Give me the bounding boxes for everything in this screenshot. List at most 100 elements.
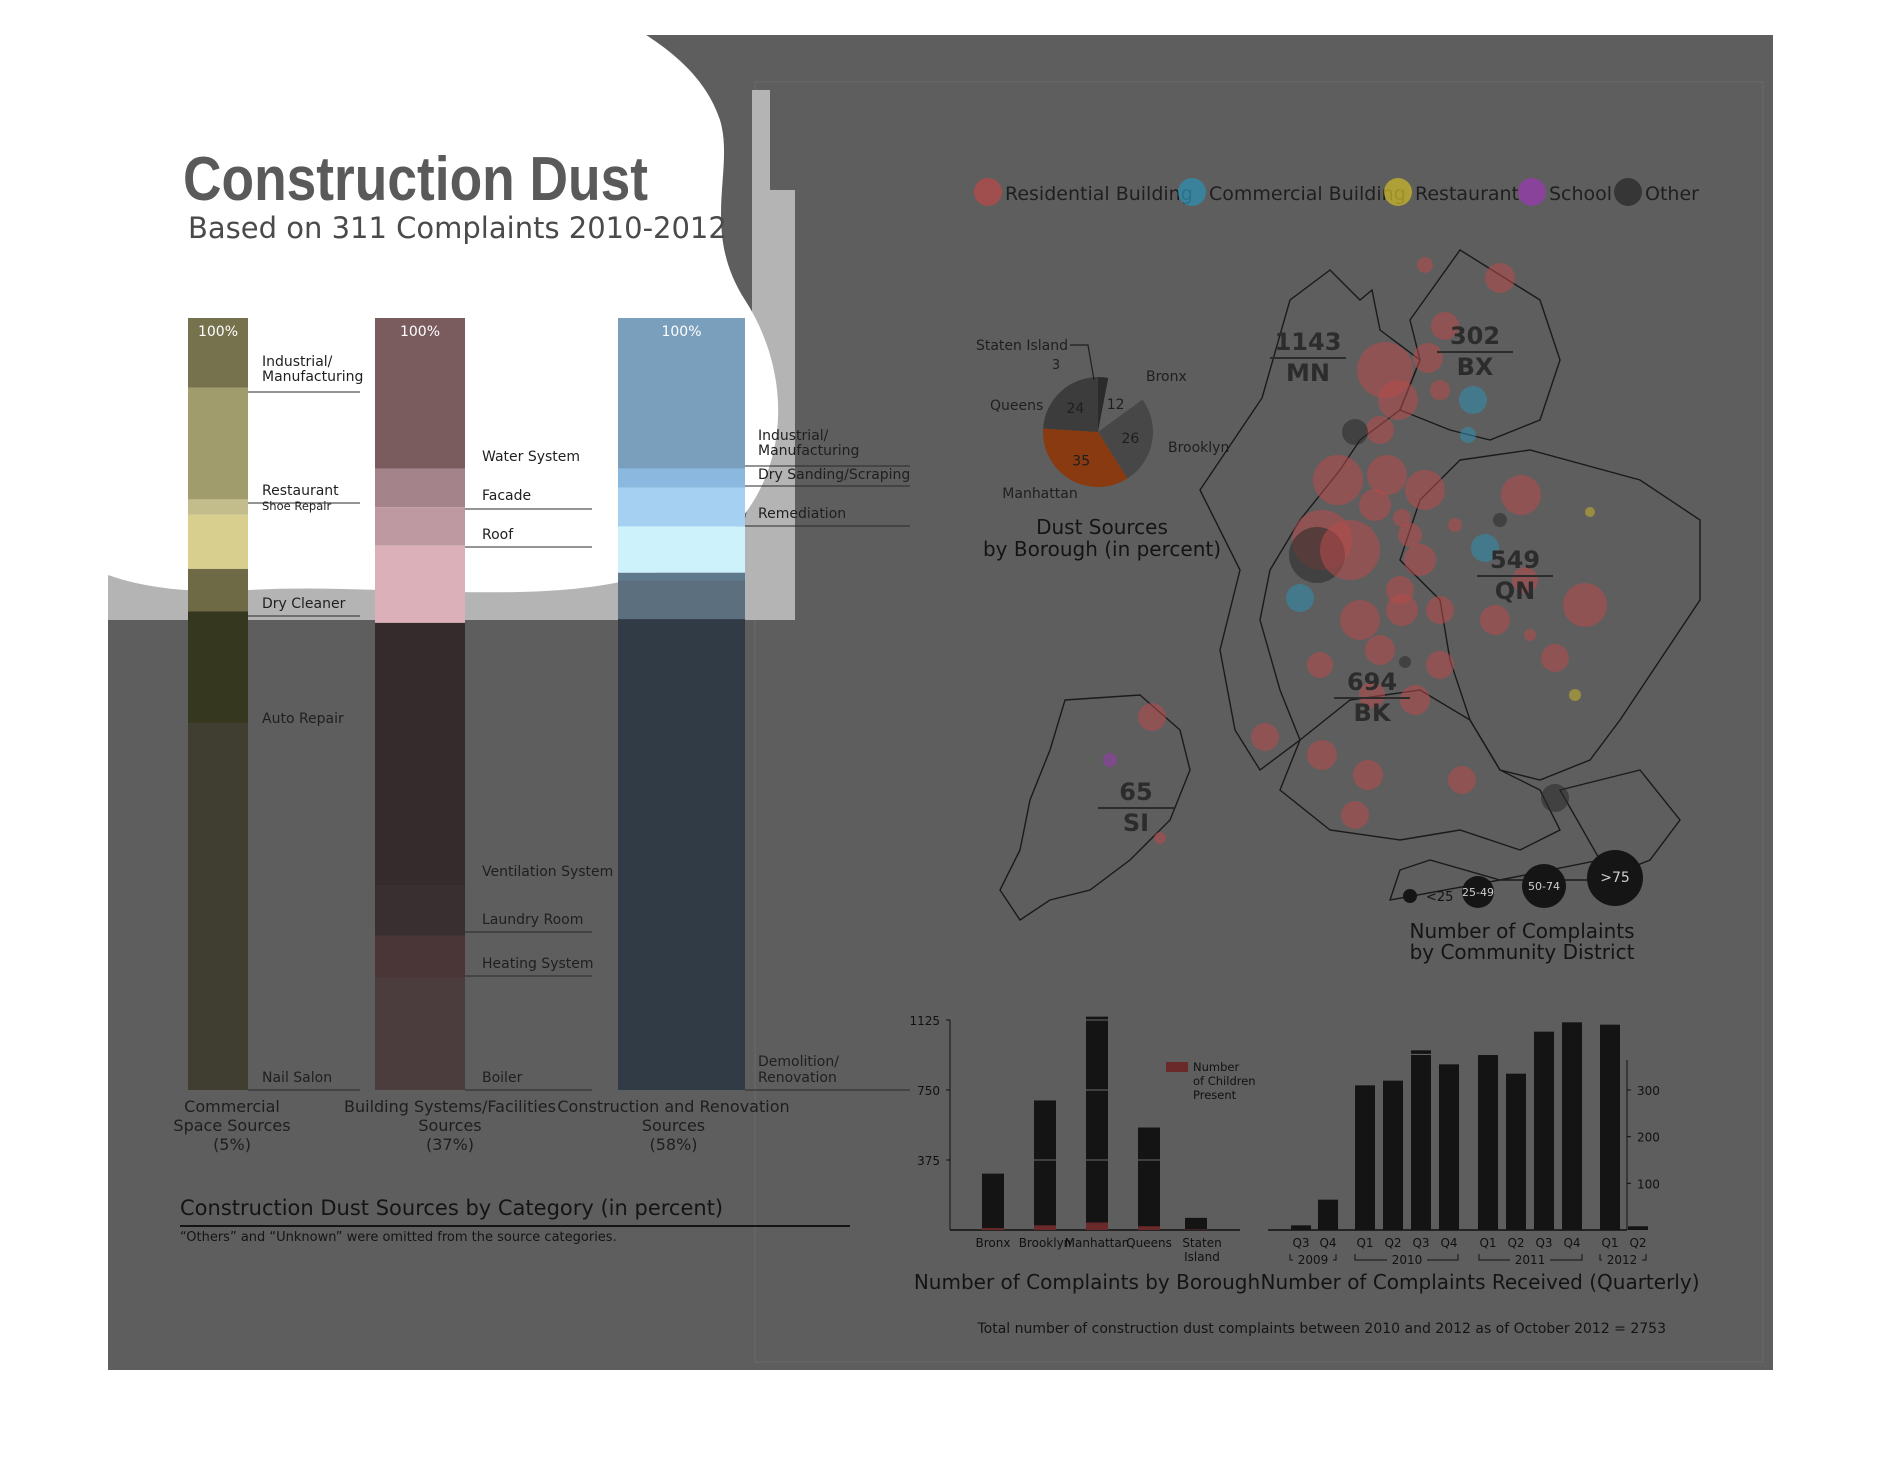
legend-item: Residential Building <box>1005 183 1193 205</box>
pie-slice-label: Bronx <box>1146 369 1187 385</box>
borough-x-label: Bronx <box>976 1236 1011 1250</box>
category-segment <box>375 935 465 979</box>
quarter-y-tick: 100 <box>1637 1177 1660 1191</box>
category-segment <box>188 723 248 1090</box>
map-title: Number of Complaints <box>1409 919 1634 943</box>
category-label: Industrial/ <box>758 428 829 444</box>
borough-value: 65 <box>1119 778 1152 806</box>
column-caption: Space Sources <box>173 1116 290 1135</box>
year-label: 2011 <box>1515 1253 1546 1267</box>
quarter-y-tick: 300 <box>1637 1084 1660 1098</box>
column-caption: Construction and Renovation <box>557 1097 789 1116</box>
category-segment <box>188 514 248 569</box>
district-bubble <box>1430 380 1450 400</box>
district-bubble <box>1138 703 1166 731</box>
category-segment <box>375 545 465 623</box>
pie-value-label: 12 <box>1107 397 1125 413</box>
borough-abbr: MN <box>1286 359 1330 387</box>
size-legend-label: <25 <box>1426 890 1453 905</box>
size-legend-circle <box>1587 850 1643 906</box>
legend-swatch <box>1614 178 1642 206</box>
district-bubble <box>1393 509 1411 527</box>
quarter-x-label: Q4 <box>1440 1236 1457 1250</box>
district-bubble <box>1251 723 1279 751</box>
district-bubble <box>1569 689 1581 701</box>
size-legend-label: >75 <box>1600 870 1630 886</box>
borough-bar <box>982 1173 1004 1230</box>
district-bubble <box>1471 534 1499 562</box>
quarter-x-label: Q3 <box>1292 1236 1309 1250</box>
district-bubble <box>1460 427 1476 443</box>
category-segment <box>188 611 248 724</box>
children-legend-label: Present <box>1193 1088 1237 1102</box>
borough-bar <box>1086 1016 1108 1230</box>
borough-x-label: Queens <box>1126 1236 1172 1250</box>
quarter-bar <box>1355 1085 1375 1230</box>
district-bubble <box>1501 475 1541 515</box>
pie-slice-label: Brooklyn <box>1168 440 1229 456</box>
column-caption: (5%) <box>213 1135 251 1154</box>
category-segment <box>618 526 745 573</box>
category-segment <box>618 580 745 620</box>
column-caption: Building Systems/Facilities <box>344 1097 556 1116</box>
borough-bar <box>1138 1127 1160 1230</box>
pie-slice <box>1043 377 1098 432</box>
district-bubble <box>1307 740 1337 770</box>
column-caption: (37%) <box>426 1135 474 1154</box>
quarter-x-label: Q4 <box>1319 1236 1336 1250</box>
quarter-bar <box>1291 1225 1311 1230</box>
district-bubble <box>1398 523 1422 547</box>
quarter-x-label: Q3 <box>1535 1236 1552 1250</box>
pie-staten-value: 3 <box>1052 358 1060 373</box>
category-label: Restaurant <box>262 483 339 499</box>
quarter-bar <box>1411 1050 1431 1230</box>
district-bubble <box>1524 629 1536 641</box>
size-legend-circle <box>1462 876 1494 908</box>
district-bubble <box>1404 544 1436 576</box>
category-segment <box>188 568 248 612</box>
column-caption: Sources <box>642 1116 705 1135</box>
category-segment <box>618 572 745 581</box>
quarter-x-label: Q1 <box>1356 1236 1373 1250</box>
pie-slice <box>1043 428 1128 487</box>
district-bubble <box>1426 596 1454 624</box>
district-bubble <box>1541 784 1569 812</box>
category-label: Shoe Repair <box>262 499 331 513</box>
quarter-bar <box>1318 1199 1338 1230</box>
category-segment <box>188 499 248 515</box>
district-bubble <box>1399 656 1411 668</box>
quarter-x-label: Q2 <box>1629 1236 1646 1250</box>
district-bubble <box>1585 507 1595 517</box>
quarter-x-label: Q1 <box>1479 1236 1496 1250</box>
borough-outline <box>999 694 1191 921</box>
district-bubble <box>1426 651 1454 679</box>
district-bubble <box>1320 520 1380 580</box>
district-bubble <box>1512 567 1538 593</box>
legend-item: School <box>1549 183 1612 205</box>
district-bubble <box>1413 343 1443 373</box>
category-label: Heating System <box>482 956 594 972</box>
quarter-bar <box>1628 1226 1648 1230</box>
district-bubble <box>1448 766 1476 794</box>
page-title: Construction Dust <box>183 145 648 214</box>
district-bubble <box>1313 455 1363 505</box>
quarter-bar <box>1383 1080 1403 1230</box>
quarter-x-label: Q2 <box>1384 1236 1401 1250</box>
borough-x-label: Island <box>1184 1250 1220 1264</box>
district-bubble <box>1154 832 1166 844</box>
district-bubble <box>1103 753 1117 767</box>
legend-item: Other <box>1645 183 1699 205</box>
size-legend-label: 50-74 <box>1528 880 1560 893</box>
district-bubble <box>1365 635 1395 665</box>
quarter-x-label: Q2 <box>1507 1236 1524 1250</box>
column-caption: (58%) <box>649 1135 697 1154</box>
quarter-x-label: Q4 <box>1563 1236 1580 1250</box>
category-chart-title: Construction Dust Sources by Category (i… <box>180 1196 723 1220</box>
district-bubble <box>1359 489 1391 521</box>
district-bubble <box>1286 584 1314 612</box>
pie-slice <box>1098 399 1154 479</box>
map-title: by Community District <box>1410 940 1635 964</box>
children-legend-swatch <box>1166 1062 1188 1072</box>
category-label: Nail Salon <box>262 1070 332 1086</box>
